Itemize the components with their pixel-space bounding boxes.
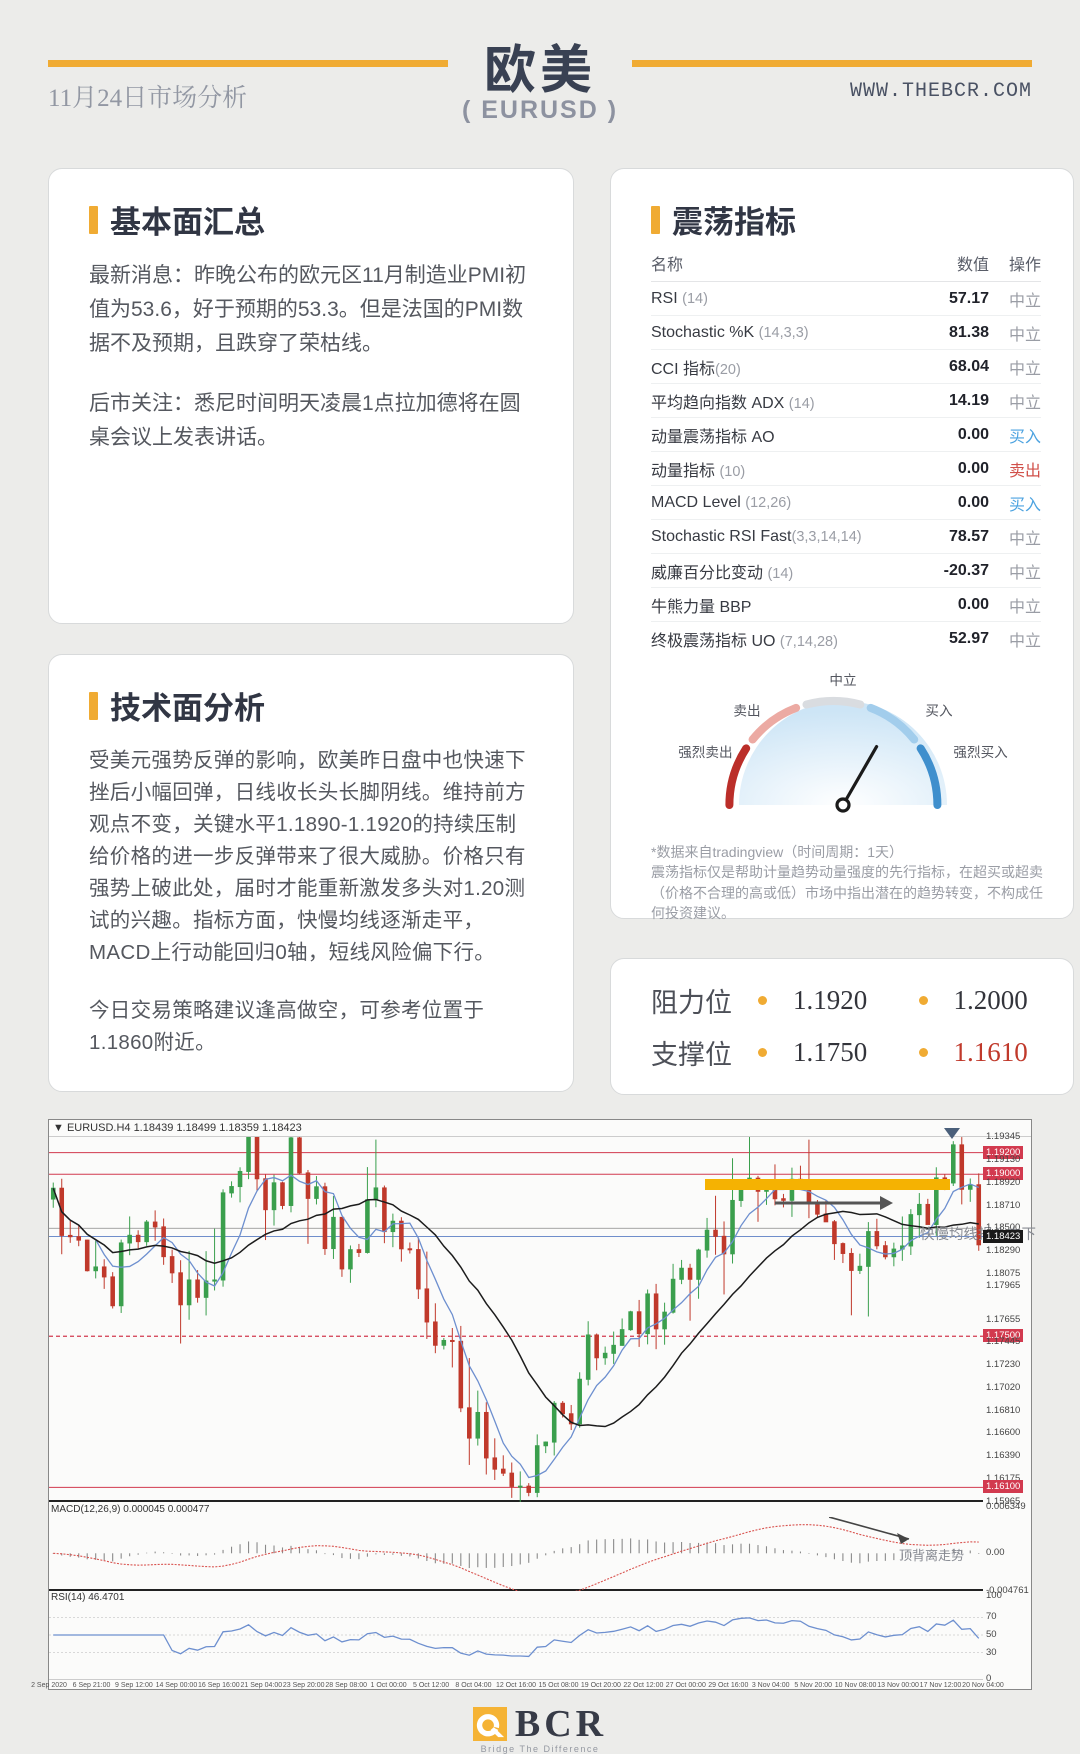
svg-text:强烈买入: 强烈买入	[953, 745, 1008, 760]
svg-text:中立: 中立	[829, 673, 856, 688]
svg-text:卖出: 卖出	[733, 703, 760, 718]
svg-text:强烈卖出: 强烈卖出	[678, 745, 732, 760]
svg-text:买入: 买入	[925, 703, 953, 718]
